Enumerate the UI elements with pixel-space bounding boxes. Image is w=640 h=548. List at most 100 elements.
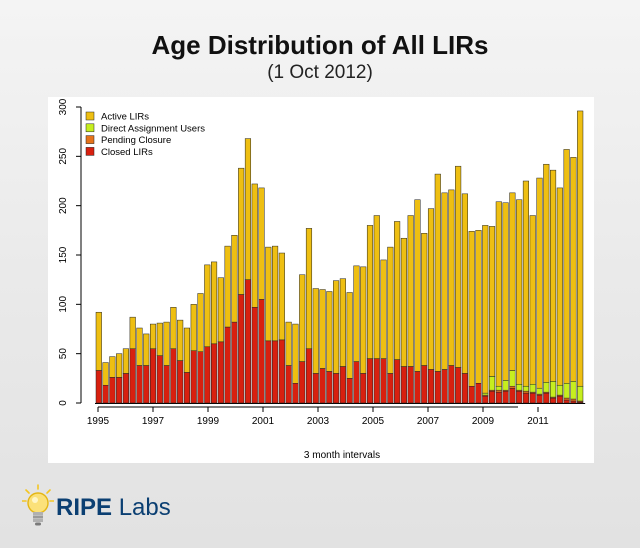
bar-segment	[570, 157, 577, 382]
bar-segment	[278, 252, 285, 341]
stacked-bar-chart: 0 50 100 150 200 250 300 1995 1997 1999 2001 2003 20…	[58, 98, 586, 461]
bar-segment	[360, 373, 367, 404]
bar-segment	[387, 246, 394, 374]
bar-segment	[224, 326, 231, 404]
legend-label: Active LIRs	[101, 112, 149, 123]
bar-segment	[482, 225, 489, 394]
bar-segment	[238, 167, 245, 295]
bar-segment	[238, 294, 245, 404]
y-tick-label: 250	[58, 148, 69, 165]
bar-segment	[434, 371, 441, 404]
bar-segment	[305, 228, 313, 349]
bar-segment	[360, 266, 367, 374]
bar-segment	[326, 291, 333, 372]
bar-segment	[577, 110, 584, 387]
y-tick-label: 50	[58, 348, 69, 360]
bar-segment	[136, 365, 143, 404]
bar-segment	[265, 340, 272, 404]
bar-segment	[387, 373, 394, 404]
bar-segment	[407, 215, 414, 367]
bar-segment	[556, 187, 563, 386]
bar-segment	[516, 384, 523, 391]
bar-segment	[482, 395, 489, 404]
bar-segment	[312, 288, 319, 374]
bar-segment	[570, 398, 577, 402]
bar-segment	[231, 321, 238, 404]
bar-segment	[509, 385, 516, 389]
bar-segment	[536, 177, 543, 389]
bar-segment	[488, 226, 496, 377]
x-tick-label: 1999	[197, 416, 220, 427]
bar-segment	[129, 316, 136, 349]
bar-segment	[272, 245, 279, 342]
bar-segment	[326, 371, 333, 404]
bar-segment	[550, 397, 557, 404]
bar-segment	[502, 390, 509, 404]
bar-segment	[177, 360, 184, 404]
bar-segment	[109, 377, 116, 404]
bar-segment	[217, 277, 224, 343]
x-tick-label: 1997	[142, 416, 165, 427]
bar-segment	[543, 163, 550, 383]
x-tick-label: 1995	[87, 416, 110, 427]
legend-label: Closed LIRs	[101, 147, 153, 158]
bar-segment	[231, 235, 238, 323]
bar-segment	[570, 400, 577, 404]
bar-segment	[163, 365, 170, 404]
bar-segment	[95, 370, 102, 404]
y-tick-label: 300	[58, 98, 69, 115]
bar-segment	[563, 399, 570, 404]
bar-segment	[217, 341, 224, 404]
bar-segment	[550, 169, 557, 382]
bar-segment	[577, 385, 584, 402]
y-tick-label: 200	[58, 197, 69, 214]
bar-segment	[441, 192, 448, 370]
bar-segment	[509, 192, 516, 371]
bar-segment	[116, 353, 123, 378]
bar-segment	[468, 231, 475, 387]
bar-segment	[143, 365, 150, 404]
legend-swatch	[85, 111, 95, 121]
bar-segment	[353, 265, 360, 362]
bar-segment	[339, 366, 346, 404]
bar-segment	[163, 321, 170, 366]
bar-segment	[522, 390, 529, 394]
bar-segment	[536, 387, 543, 395]
bar-segment	[543, 382, 550, 393]
y-tick-label: 0	[58, 400, 69, 406]
bar-segment	[211, 343, 218, 404]
bar-segment	[333, 280, 340, 374]
bar-segment	[482, 392, 489, 396]
bar-segment	[448, 365, 455, 404]
bar-segment	[95, 311, 102, 371]
bar-segment	[156, 355, 163, 404]
bar-segment	[529, 215, 536, 385]
bar-segment	[143, 333, 150, 366]
bar-segment	[509, 370, 516, 387]
bar-segment	[495, 385, 502, 391]
bar-segment	[434, 173, 441, 372]
bar-segment	[556, 384, 563, 396]
bar-segment	[339, 278, 346, 367]
bar-segment	[204, 264, 211, 348]
bar-segment	[380, 358, 387, 404]
bar-segment	[421, 233, 428, 366]
bar-segment	[190, 350, 197, 404]
bar-segment	[427, 369, 435, 404]
logo-brand-bold: RIPE	[56, 494, 113, 521]
bar-segment	[129, 348, 136, 404]
bar-segment	[509, 387, 516, 404]
bar-segment	[461, 193, 468, 374]
bar-segment	[170, 307, 177, 349]
bar-segment	[299, 361, 306, 404]
bar-segment	[455, 165, 462, 368]
bar-segment	[427, 208, 435, 370]
bar-segment	[461, 373, 468, 404]
bar-segment	[102, 384, 109, 404]
bar-segment	[536, 394, 543, 404]
bar-segment	[285, 365, 292, 404]
bar-segment	[312, 373, 319, 404]
chart-panel: 0 50 100 150 200 250 300 1995 1997 1999 2001 2003 20…	[48, 97, 594, 463]
bar-segment	[414, 199, 421, 372]
logo-text: RIPE Labs	[56, 494, 171, 522]
